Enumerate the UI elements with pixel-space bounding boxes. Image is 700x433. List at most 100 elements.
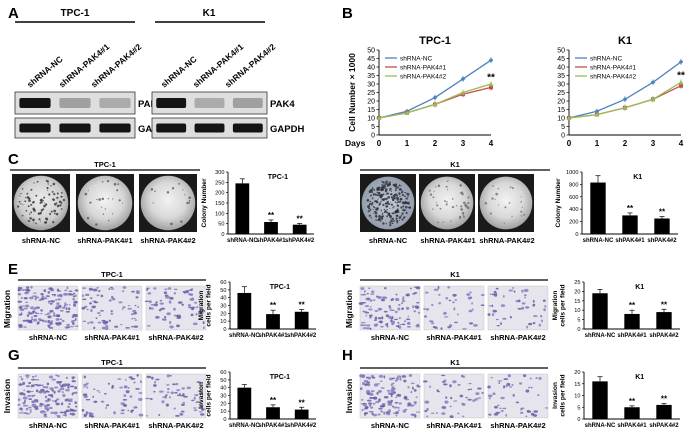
- panel-g-image-3-cell-44: [200, 408, 205, 411]
- panel-g-image-1-cell-113: [18, 412, 24, 414]
- panel-d-dish-1-colony-219: [367, 205, 370, 209]
- panel-f-image-3-cell-30: [542, 299, 546, 302]
- panel-e-image-1-cell-76: [59, 309, 64, 312]
- panel-f-image-3-cell-21: [521, 306, 525, 310]
- panel-f-image-1-cell-91: [380, 325, 384, 328]
- panel-c-image-label-2: shRNA-PAK4#1: [77, 236, 132, 245]
- panel-f-image-2-cell-35: [443, 311, 447, 315]
- panel-g-image-2-cell-31: [122, 398, 128, 401]
- panel-e-image-1-cell-139: [44, 313, 49, 316]
- panel-c-dish-1-colony-67: [36, 180, 39, 183]
- panel-g-image-3-cell-40: [175, 382, 179, 386]
- panel-g-image-1-cell-57: [64, 414, 68, 417]
- panel-e-image-2-cell-6: [89, 302, 92, 305]
- panel-d-dish-3-colony-11: [523, 213, 526, 216]
- chartB1-series-line-2: [378, 83, 492, 119]
- panel-d-dish-1-colony-95: [391, 222, 394, 225]
- panel-e-image-1-cell-117: [26, 314, 30, 317]
- panel-c-dish-1-colony-20: [56, 196, 59, 199]
- panel-g-image-2-cell-42: [138, 397, 143, 401]
- panel-g-image-1-cell-120: [35, 379, 40, 381]
- panel-g-image-1-cell-78: [71, 377, 75, 380]
- chartB1-legend-label-2: shRNA-PAK4#2: [400, 74, 447, 81]
- panel-f-image-1-cell-97: [391, 298, 394, 301]
- panel-h-image-1-cell-127: [415, 411, 421, 413]
- panel-e-image-1-cell-109: [25, 291, 30, 293]
- panel-f-image-2-cell-39: [447, 326, 451, 329]
- panel-g-image-1-cell-97: [30, 400, 36, 403]
- panel-d-dish-3-colony-18: [503, 222, 505, 224]
- blot-a1-gapdh-bands: [19, 123, 131, 133]
- panel-g-cell-label: TPC-1: [101, 358, 123, 367]
- panel-g-image-3-cell-6: [159, 390, 164, 393]
- blot-a1-pak4-band-1: [19, 98, 51, 108]
- panel-c-dish-1-colony-75: [30, 211, 33, 214]
- panel-d-dish-1-colony-114: [390, 190, 392, 192]
- panel-e-image-1-cell-85: [55, 322, 60, 325]
- panel-d-dish-1-colony-240: [380, 193, 383, 197]
- chartD-ylabel: Colony Number: [555, 178, 562, 228]
- panel-c-dish-1-colony-24: [44, 203, 48, 206]
- panel-d-dish-1-colony-5: [392, 207, 394, 209]
- panel-d-dish-1-colony-234: [386, 202, 388, 205]
- panel-e-image-1-cell-154: [60, 318, 62, 321]
- panel-e-image-2-cell-39: [127, 304, 131, 307]
- panel-g-image-3-cell-53: [166, 388, 170, 390]
- panel-c-dish-1-colony-77: [45, 179, 48, 182]
- panel-g-image-1-cell-80: [56, 414, 60, 417]
- chartD-ytick-label-4: 800: [569, 182, 578, 188]
- panel-g-image-1-cell-8: [51, 378, 56, 381]
- panel-h-image-1-cell-57: [359, 387, 363, 390]
- panel-c-dish-1-colony-80: [33, 182, 35, 184]
- panel-f-image-1-cell-48: [368, 287, 371, 289]
- panel-d-dish-1-colony-52: [377, 186, 379, 188]
- panel-e-image-3-cell-50: [146, 287, 150, 289]
- panel-c-dish-1-colony-55: [56, 192, 59, 195]
- panel-h-image-1-cell-76: [388, 391, 390, 395]
- panel-c-dish-1-colony-40: [43, 202, 45, 204]
- panel-f-image-1-cell-41: [410, 287, 412, 290]
- panel-c-dish-3: [139, 174, 197, 232]
- panel-e-image-1-cell-122: [57, 324, 61, 326]
- panel-f-image-3-cell-14: [517, 307, 523, 310]
- chart-h-invasion-k1: 0 5 10 15 20 K1 Invasioncells per field shRNA-N…: [552, 370, 680, 429]
- panel-f-image-1-cell-62: [374, 310, 379, 312]
- chartD-ytick-label-2: 400: [569, 207, 578, 213]
- panel-h-image-2-cell-32: [445, 396, 448, 399]
- panel-e-image-1-cell-25: [17, 288, 21, 292]
- panel-h-cell-label: K1: [450, 358, 460, 367]
- panel-d-dish-2-colony-37: [436, 204, 439, 207]
- panel-h-image-1-cell-124: [390, 399, 393, 402]
- panel-g-image-1-cell-13: [28, 398, 32, 401]
- panel-f-image-3-cell-10: [543, 308, 546, 312]
- panel-f-image-2-cell-20: [456, 313, 459, 316]
- chartE-ytick-label-3: 30: [220, 304, 226, 310]
- panel-h-image-3-cell-15: [503, 385, 506, 389]
- panel-e-image-3-cell-15: [164, 288, 168, 290]
- panel-g-image-label-2: shRNA-PAK4#1: [84, 421, 139, 430]
- panel-h-image-1-cell-63: [409, 404, 415, 407]
- panel-d-dish-3-colony-9: [521, 206, 523, 208]
- panel-g-image-2-cell-55: [125, 390, 130, 394]
- panel-f-image-1-cell-94: [398, 304, 401, 306]
- panel-f-image-1-cell-3: [401, 307, 404, 311]
- panel-e-image-2-cell-23: [135, 290, 140, 294]
- panel-g-image-3-cell-23: [182, 393, 185, 397]
- panel-e-image-2-cell-44: [101, 319, 106, 322]
- panel-f-image-2-cell-22: [430, 303, 434, 306]
- panel-d-dish-1-colony-165: [388, 181, 391, 184]
- panel-c-dish-1-colony-28: [19, 195, 21, 197]
- panel-h-image-2-cell-34: [430, 412, 435, 414]
- chartE-bar-2: [294, 311, 309, 329]
- panel-f-image-1-cell-99: [388, 305, 391, 307]
- panel-g-image-1-cell-54: [49, 387, 54, 390]
- panel-g-image-1-cell-45: [71, 376, 76, 378]
- chartH-ytick-label-0: 0: [577, 417, 580, 423]
- panel-f-image-1-cell-77: [369, 299, 373, 302]
- panel-d-dish-3-colony-13: [489, 212, 492, 215]
- panel-g-image-2-cell-53: [124, 379, 127, 381]
- panel-h-image-1-cell-120: [404, 395, 407, 399]
- panel-e-image-1-cell-39: [36, 306, 40, 309]
- panel-h-image-1-cell-104: [414, 401, 417, 405]
- panel-e-image-2-cell-48: [92, 288, 98, 292]
